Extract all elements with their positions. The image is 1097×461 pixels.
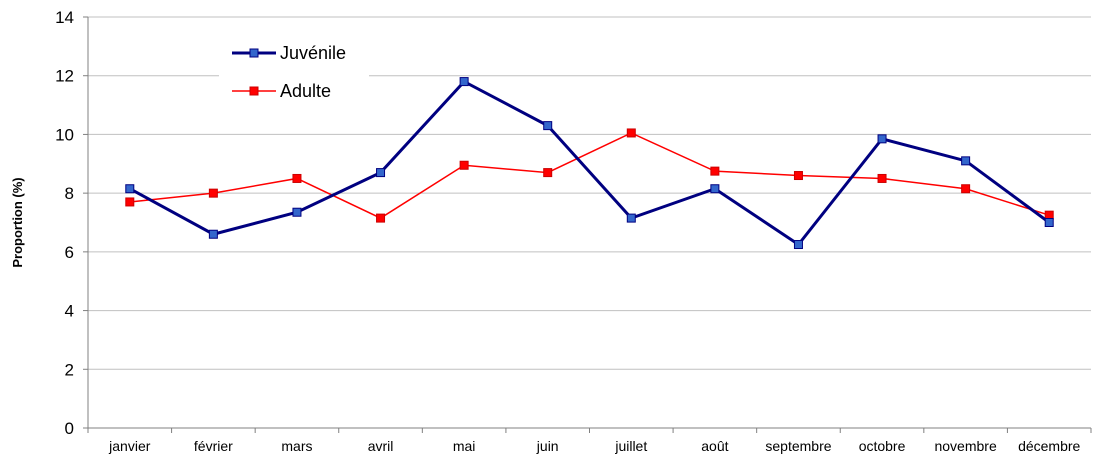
data-point xyxy=(710,166,720,176)
data-point xyxy=(125,184,135,194)
data-point xyxy=(710,184,720,194)
x-tick-label: septembre xyxy=(765,438,831,454)
data-point xyxy=(961,184,971,194)
x-tick-label: janvier xyxy=(108,438,151,454)
data-point xyxy=(1044,218,1054,227)
y-tick-label: 4 xyxy=(65,302,74,321)
data-point xyxy=(626,128,636,138)
series xyxy=(125,77,1054,250)
y-tick-label: 8 xyxy=(65,184,74,203)
legend-label: Adulte xyxy=(280,81,331,101)
data-point xyxy=(208,229,218,239)
x-tick-label: août xyxy=(701,438,728,454)
x-tick-label: juin xyxy=(536,438,559,454)
data-point xyxy=(793,171,803,181)
data-point xyxy=(376,213,386,223)
data-point xyxy=(292,173,302,183)
data-point xyxy=(543,168,553,178)
series-juvenile xyxy=(125,77,1054,250)
y-tick-label: 0 xyxy=(65,419,74,438)
legend-swatch-marker xyxy=(249,86,259,96)
y-tick-label: 2 xyxy=(65,360,74,379)
x-tick-label: novembre xyxy=(934,438,996,454)
legend-label: Juvénile xyxy=(280,43,346,63)
data-point xyxy=(626,213,636,223)
data-point xyxy=(877,134,887,144)
series-line xyxy=(129,79,1051,247)
data-point xyxy=(877,173,887,183)
x-tick-label: décembre xyxy=(1018,438,1080,454)
legend-item: Adulte xyxy=(232,81,331,101)
legend-item: Juvénile xyxy=(232,43,346,63)
x-tick-label: février xyxy=(194,438,233,454)
data-point xyxy=(961,156,971,166)
data-point xyxy=(793,240,803,250)
x-tick-label: avril xyxy=(368,438,394,454)
data-point xyxy=(376,168,386,178)
legend-swatch-marker xyxy=(249,48,259,58)
data-point xyxy=(543,121,553,131)
x-tick-label: mars xyxy=(281,438,312,454)
x-tick-label: mai xyxy=(453,438,476,454)
y-tick-labels: 0 2 4 6 8 10 12 14 xyxy=(55,8,88,438)
data-point xyxy=(292,207,302,217)
data-point xyxy=(1044,210,1054,220)
data-point xyxy=(125,197,135,207)
y-tick-label: 6 xyxy=(65,243,74,262)
data-point xyxy=(208,188,218,198)
x-tick-labels: janvier février mars avril mai juin juillet aoû… xyxy=(87,428,1092,454)
y-tick-label: 12 xyxy=(55,67,74,86)
data-point xyxy=(459,160,469,170)
x-tick-label: octobre xyxy=(859,438,906,454)
y-tick-label: 10 xyxy=(55,125,74,144)
data-point xyxy=(459,77,469,87)
legend: Juvénile Adulte xyxy=(219,35,369,113)
y-tick-label: 14 xyxy=(55,8,74,27)
series-adulte xyxy=(125,128,1054,223)
y-axis-title: Proportion (%) xyxy=(10,177,25,267)
x-tick-label: juillet xyxy=(614,438,647,454)
series-line xyxy=(129,132,1050,219)
legend-box xyxy=(219,35,369,113)
